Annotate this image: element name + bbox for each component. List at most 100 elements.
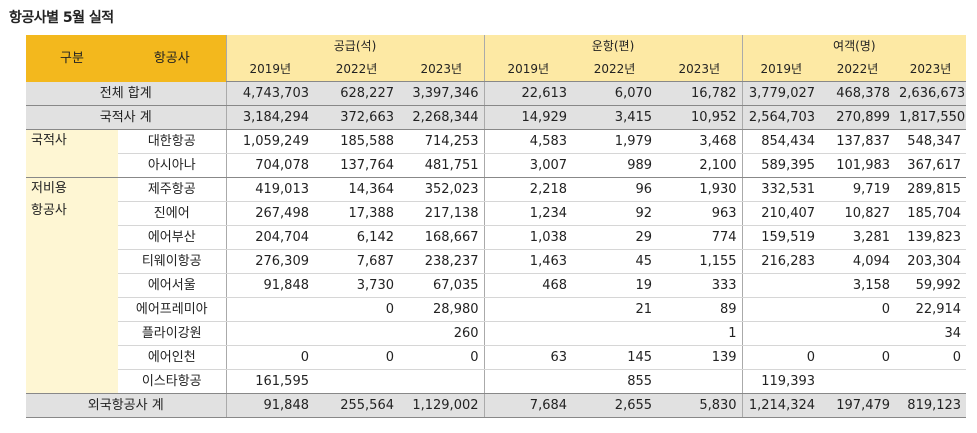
value-cell: 2,564,703	[741, 105, 821, 130]
value-cell: 0	[225, 345, 314, 370]
value-cell	[741, 321, 821, 346]
value-cell: 1,979	[572, 129, 658, 154]
table-row: 에어서울 91,848 3,730 67,035 468 19 333 3,158 59,992	[26, 273, 967, 298]
value-cell: 4,743,703	[225, 81, 314, 106]
value-cell: 3,468	[657, 129, 743, 154]
value-cell: 255,564	[314, 393, 399, 418]
header-year: 2022년	[820, 58, 896, 82]
value-cell: 217,138	[399, 201, 485, 226]
value-cell	[225, 321, 314, 346]
value-cell: 10,827	[820, 201, 896, 226]
value-cell: 333	[657, 273, 743, 298]
airline-name: 이스타항공	[118, 369, 226, 394]
value-cell: 3,415	[572, 105, 658, 130]
value-cell: 419,013	[225, 177, 314, 202]
total-row-label: 전체 합계	[26, 81, 226, 106]
value-cell: 19	[572, 273, 658, 298]
header-group-supply: 공급(석)	[225, 35, 485, 58]
value-cell: 0	[399, 345, 485, 370]
value-cell: 119,393	[741, 369, 821, 394]
value-cell: 4,583	[483, 129, 573, 154]
value-cell: 3,730	[314, 273, 399, 298]
value-cell: 704,078	[225, 153, 314, 178]
header-year: 2023년	[895, 58, 967, 82]
value-cell: 67,035	[399, 273, 485, 298]
value-cell: 481,751	[399, 153, 485, 178]
value-cell: 1,155	[657, 249, 743, 274]
value-cell: 92	[572, 201, 658, 226]
value-cell: 267,498	[225, 201, 314, 226]
value-cell: 2,655	[572, 393, 658, 418]
value-cell: 17,388	[314, 201, 399, 226]
value-cell: 0	[314, 345, 399, 370]
table-row: 국적사 대한항공 1,059,249 185,588 714,253 4,583 1,979…	[26, 129, 967, 178]
value-cell: 1,930	[657, 177, 743, 202]
value-cell: 276,309	[225, 249, 314, 274]
table-row: 이스타항공 161,595 855 119,393	[26, 369, 967, 394]
value-cell	[657, 369, 743, 394]
value-cell: 34	[895, 321, 967, 346]
value-cell: 3,007	[483, 153, 573, 178]
group-label-line: 국적사	[31, 133, 67, 148]
value-cell: 1,234	[483, 201, 573, 226]
header-year: 2022년	[314, 58, 399, 82]
airline-name: 에어인천	[118, 345, 226, 370]
value-cell: 101,983	[820, 153, 896, 178]
header-category: 구분	[26, 35, 118, 82]
value-cell	[820, 369, 896, 394]
value-cell: 7,684	[483, 393, 573, 418]
value-cell: 352,023	[399, 177, 485, 202]
value-cell: 3,281	[820, 225, 896, 250]
value-cell: 2,100	[657, 153, 743, 178]
total-row: 전체 합계 4,743,703 628,227 3,397,346 22,613 6,07…	[26, 81, 967, 106]
value-cell: 10,952	[657, 105, 743, 130]
value-cell: 91,848	[225, 393, 314, 418]
value-cell: 91,848	[225, 273, 314, 298]
group-label: 국적사	[26, 129, 118, 178]
value-cell: 3,779,027	[741, 81, 821, 106]
value-cell	[483, 369, 573, 394]
header-group-passengers: 여객(명)	[741, 35, 967, 58]
value-cell: 0	[820, 345, 896, 370]
table-row: 아시아나 704,078 137,764 481,751 3,007 989 2,100 58…	[26, 153, 967, 178]
header-year: 2023년	[399, 58, 485, 82]
header-year: 2022년	[572, 58, 658, 82]
value-cell: 45	[572, 249, 658, 274]
value-cell: 29	[572, 225, 658, 250]
group-label-line: 항공사	[31, 203, 67, 218]
table-row: 티웨이항공 276,309 7,687 238,237 1,463 45 1,155 216,…	[26, 249, 967, 274]
value-cell: 145	[572, 345, 658, 370]
value-cell: 22,613	[483, 81, 573, 106]
value-cell: 367,617	[895, 153, 967, 178]
value-cell: 589,395	[741, 153, 821, 178]
foreign-total-row: 외국항공사 계 91,848 255,564 1,129,002 7,684 2,655 5…	[26, 393, 967, 418]
value-cell: 270,899	[820, 105, 896, 130]
value-cell: 16,782	[657, 81, 743, 106]
value-cell: 14,929	[483, 105, 573, 130]
value-cell: 5,830	[657, 393, 743, 418]
value-cell: 137,837	[820, 129, 896, 154]
value-cell: 137,764	[314, 153, 399, 178]
value-cell: 468,378	[820, 81, 896, 106]
value-cell: 185,588	[314, 129, 399, 154]
value-cell: 0	[895, 345, 967, 370]
value-cell: 216,283	[741, 249, 821, 274]
value-cell: 28,980	[399, 297, 485, 322]
value-cell: 468	[483, 273, 573, 298]
value-cell	[399, 369, 485, 394]
value-cell: 63	[483, 345, 573, 370]
value-cell	[314, 369, 399, 394]
value-cell: 2,218	[483, 177, 573, 202]
value-cell: 7,687	[314, 249, 399, 274]
table-row: 에어프레미아 0 28,980 21 89 0 22,914	[26, 297, 967, 322]
value-cell	[820, 321, 896, 346]
value-cell: 89	[657, 297, 743, 322]
value-cell: 819,123	[895, 393, 967, 418]
foreign-total-row-label: 외국항공사 계	[26, 393, 226, 418]
value-cell: 628,227	[314, 81, 399, 106]
value-cell: 963	[657, 201, 743, 226]
value-cell: 21	[572, 297, 658, 322]
value-cell: 161,595	[225, 369, 314, 394]
value-cell: 2,268,344	[399, 105, 485, 130]
value-cell: 139,823	[895, 225, 967, 250]
